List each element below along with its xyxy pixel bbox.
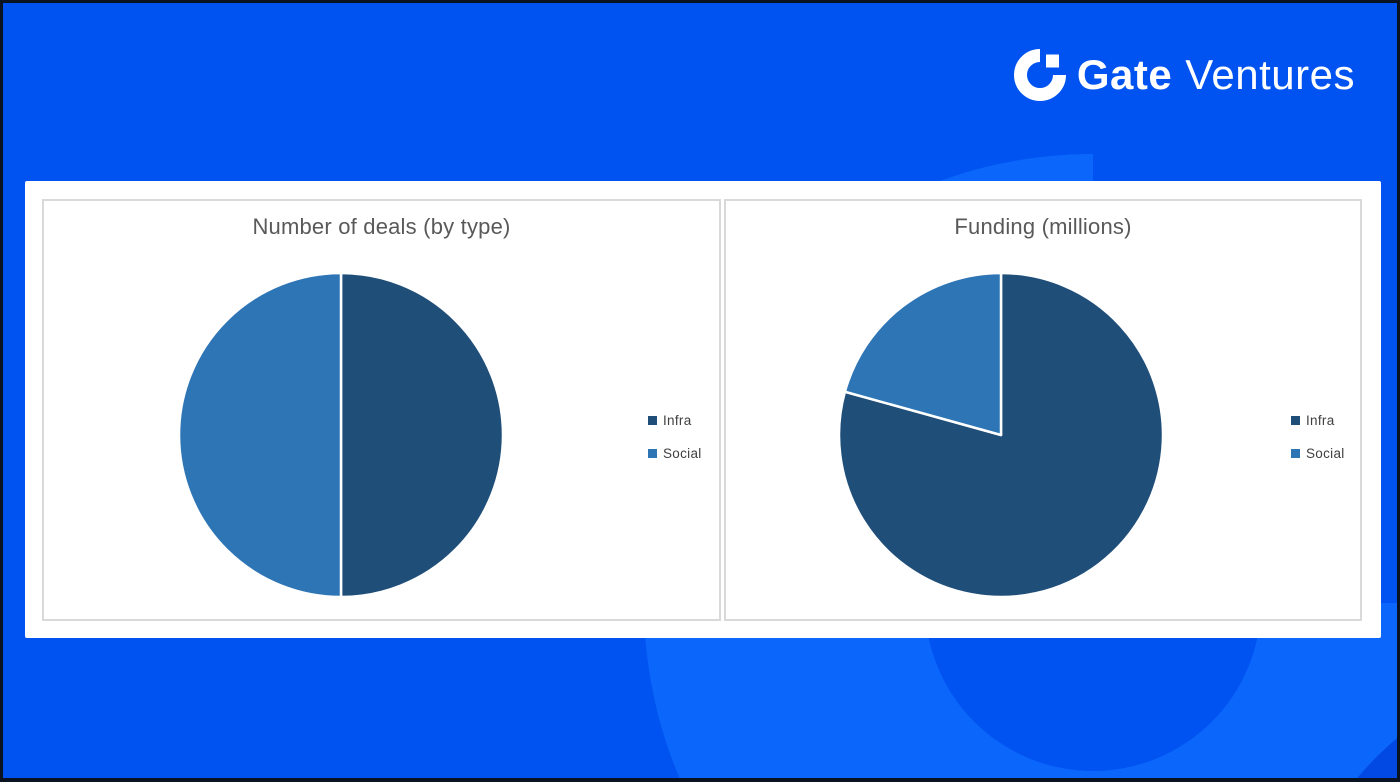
gate-ventures-logo: Gate Ventures <box>1013 49 1355 101</box>
infra-legend-marker-icon <box>648 416 657 425</box>
funding-pie-chart <box>837 271 1165 599</box>
pie-slice-infra <box>837 271 1165 599</box>
legend-label-infra: Infra <box>663 413 692 428</box>
background-corner-decor <box>1357 738 1397 778</box>
legend-item-infra: Infra <box>648 411 702 430</box>
legend-label-social: Social <box>1306 446 1345 461</box>
charts-card: Number of deals (by type) Infra Social F… <box>25 181 1381 638</box>
legend-label-infra: Infra <box>1306 413 1335 428</box>
legend-label-social: Social <box>663 446 702 461</box>
legend-item-social: Social <box>648 444 702 463</box>
funding-chart-panel: Funding (millions) Infra Social <box>724 199 1362 621</box>
legend-item-infra: Infra <box>1291 411 1345 430</box>
pie-slice-infra <box>339 271 505 599</box>
legend-item-social: Social <box>1291 444 1345 463</box>
pie-slice-social <box>177 271 343 599</box>
funding-chart-title: Funding (millions) <box>954 214 1132 239</box>
social-legend-marker-icon <box>1291 449 1300 458</box>
funding-chart-legend: Infra Social <box>1291 411 1345 477</box>
gate-logo-icon <box>1013 49 1066 101</box>
deals-chart-legend: Infra Social <box>648 411 702 477</box>
deals-chart-panel: Number of deals (by type) Infra Social <box>42 199 721 621</box>
deals-pie-chart <box>177 271 505 599</box>
social-legend-marker-icon <box>648 449 657 458</box>
logo-suffix-text: Ventures <box>1185 51 1355 98</box>
pie-slice-social <box>843 271 1003 437</box>
logo-brand-text: Gate <box>1076 51 1173 98</box>
infra-legend-marker-icon <box>1291 416 1300 425</box>
deals-chart-title: Number of deals (by type) <box>252 214 511 239</box>
